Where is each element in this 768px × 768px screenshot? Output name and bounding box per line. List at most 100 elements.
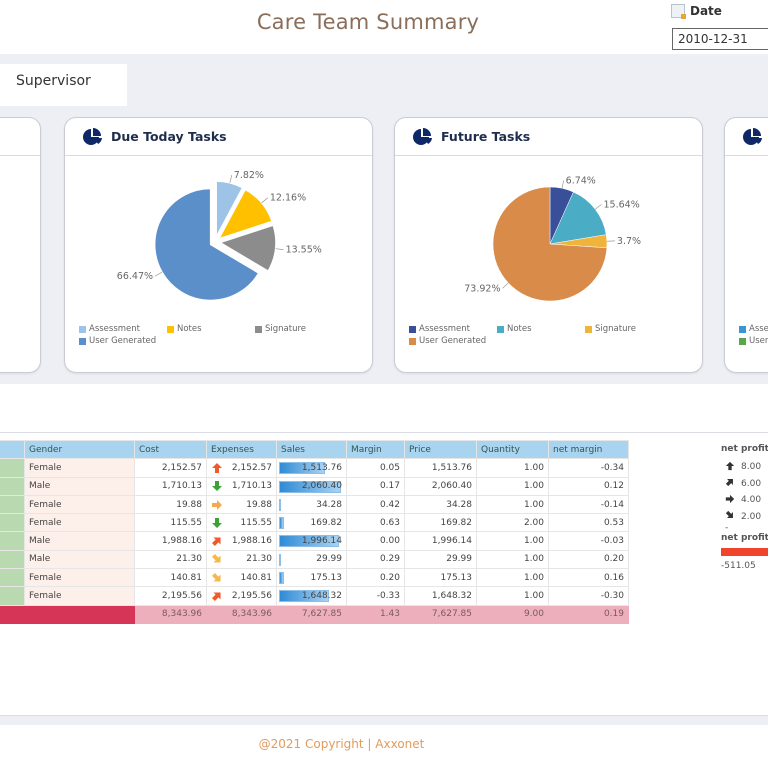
legend-label: User Generated [419, 336, 487, 346]
legend-swatch [255, 325, 262, 333]
date-label: Date [671, 4, 722, 19]
pie-slice-notes[interactable] [549, 191, 607, 245]
net-margin-cell: -0.14 [548, 494, 629, 515]
total-sales: 7,627.85 [276, 604, 347, 624]
header-margin[interactable]: Margin [346, 439, 405, 460]
table-row[interactable]: Female 19.88 19.88 34.28 0.42 34.28 1.00 -0.14 [0, 494, 629, 515]
kpi-down-right-arrow-icon [725, 510, 735, 523]
cost-cell: 2,195.56 [134, 586, 207, 606]
pie-slice-notes[interactable] [217, 188, 274, 241]
legend-item[interactable]: Signature [585, 324, 685, 334]
cost-cell: 140.81 [134, 568, 207, 588]
table-row[interactable]: Female 2,195.56 2,195.56 1,648.32 -0.33 1,648… [0, 586, 629, 606]
cost-cell: 1,988.16 [134, 531, 207, 551]
legend-swatch [739, 325, 746, 333]
legend-label: User [749, 336, 768, 346]
cost-cell: 2,152.57 [134, 458, 207, 478]
gender-cell: Female [24, 458, 135, 478]
total-price: 7,627.85 [404, 604, 477, 624]
label-leader-line [229, 174, 233, 183]
pie-slice-assessment[interactable] [215, 180, 244, 238]
table-row[interactable]: Female 140.81 140.81 175.13 0.20 175.13 1.00 0.… [0, 568, 629, 588]
kpi-up-arrow-icon [725, 461, 735, 474]
legend-item[interactable]: User Generated [409, 336, 497, 346]
table-row[interactable]: Male 21.30 21.30 29.99 0.29 29.99 1.00 0.20 [0, 549, 629, 570]
header-quantity[interactable]: Quantity [476, 439, 549, 460]
pie-data-label: 13.55% [286, 245, 322, 256]
group-cell [0, 568, 25, 588]
date-input[interactable] [672, 28, 768, 50]
legend-item[interactable]: Signature [255, 324, 355, 334]
header-expenses[interactable]: Expenses [206, 439, 277, 460]
cost-cell: 1,710.13 [134, 476, 207, 496]
legend-item[interactable]: Notes [497, 324, 585, 334]
legend-swatch [167, 325, 174, 333]
net-margin-cell: -0.03 [548, 531, 629, 551]
margin-cell: 0.17 [346, 476, 405, 496]
trend-down-right-icon [211, 553, 223, 565]
gender-cell: Male [24, 531, 135, 551]
sales-data-bar [279, 572, 285, 585]
section-divider [0, 432, 768, 433]
quantity-cell: 1.00 [476, 494, 549, 515]
trend-up-icon [211, 462, 223, 474]
group-cell [0, 531, 25, 551]
net-margin-cell: -0.30 [548, 586, 629, 606]
header-sales[interactable]: Sales [276, 439, 347, 460]
date-label-text: Date [690, 4, 722, 18]
sales-cell: 175.13 [276, 568, 347, 588]
data-table: Gender Cost Expenses Sales Margin Price … [0, 439, 629, 624]
kpi-legend-item: 2.00 [721, 509, 768, 526]
card-partial-left [0, 117, 41, 373]
header-gender[interactable]: Gender [24, 439, 135, 460]
table-row[interactable]: Male 1,710.13 1,710.13 2,060.40 0.17 2,060.40… [0, 476, 629, 496]
card-header: Future Tasks [395, 118, 702, 156]
sales-cell: 2,060.40 [276, 476, 347, 496]
legend-item[interactable]: Assessment [79, 324, 167, 334]
tab-supervisor[interactable]: Supervisor [0, 64, 127, 106]
legend-swatch [409, 337, 416, 345]
group-cell [0, 458, 25, 478]
total-net-margin: 0.19 [548, 604, 629, 624]
sales-data-bar [279, 553, 281, 566]
legend-item[interactable]: Notes [167, 324, 255, 334]
header-cost[interactable]: Cost [134, 439, 207, 460]
margin-cell: 0.29 [346, 549, 405, 570]
table-row[interactable]: Male 1,988.16 1,988.16 1,996.14 0.00 1,996.14… [0, 531, 629, 551]
pie-chart-due-today: 7.82% 12.16% 13.55% 66.47% [117, 170, 322, 302]
margin-cell: -0.33 [346, 586, 405, 606]
pie-slice-user-generated[interactable] [492, 186, 608, 302]
sales-value: 169.82 [310, 517, 343, 528]
sales-value: 2,060.40 [301, 481, 342, 492]
sales-data-bar [279, 498, 281, 511]
legend-item[interactable]: Assessment [409, 324, 497, 334]
sales-data-bar [279, 535, 340, 548]
pie-slice-signature[interactable] [218, 224, 277, 273]
copyright-text: @2021 Copyright | Axxonet [258, 737, 425, 751]
quantity-cell: 1.00 [476, 549, 549, 570]
legend-swatch [497, 325, 504, 333]
expenses-cell: 2,152.57 [206, 458, 277, 478]
kpi-legend-value: 8.00 [741, 462, 762, 473]
kpi-right-arrow-icon [725, 494, 735, 507]
legend-swatch [79, 325, 86, 333]
header-net-margin[interactable]: net margin [548, 439, 629, 460]
quantity-cell: 1.00 [476, 568, 549, 588]
margin-cell: 0.05 [346, 458, 405, 478]
card-header [0, 118, 40, 156]
card-header: Due Today Tasks [65, 118, 372, 156]
pie-chart-future-tasks: 6.74% 15.64% 3.7% 73.92% [464, 175, 641, 302]
header-price[interactable]: Price [404, 439, 477, 460]
pie-data-label: 15.64% [604, 199, 640, 210]
label-leader-line [502, 282, 509, 289]
table-header-row: Gender Cost Expenses Sales Margin Price … [0, 439, 629, 460]
legend-label: Asse [749, 324, 768, 334]
legend-item[interactable]: User Generated [79, 336, 167, 346]
card-future-tasks: Future Tasks 6.74% 15.64% 3.7% 73.92% Asses… [394, 117, 703, 373]
table-row[interactable]: Female 2,152.57 2,152.57 1,513.76 0.05 1,513.… [0, 458, 629, 478]
price-cell: 29.99 [404, 549, 477, 570]
chart-legend: Assessment Notes Signature User Generated [79, 324, 359, 346]
pie-chart-icon [743, 127, 762, 145]
trend-down-right-icon [211, 572, 223, 584]
table-row[interactable]: Female 115.55 115.55 169.82 0.63 169.82 2.00 0.… [0, 513, 629, 533]
